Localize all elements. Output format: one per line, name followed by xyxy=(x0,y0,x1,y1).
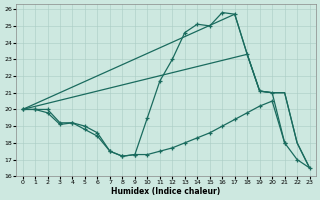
X-axis label: Humidex (Indice chaleur): Humidex (Indice chaleur) xyxy=(111,187,221,196)
